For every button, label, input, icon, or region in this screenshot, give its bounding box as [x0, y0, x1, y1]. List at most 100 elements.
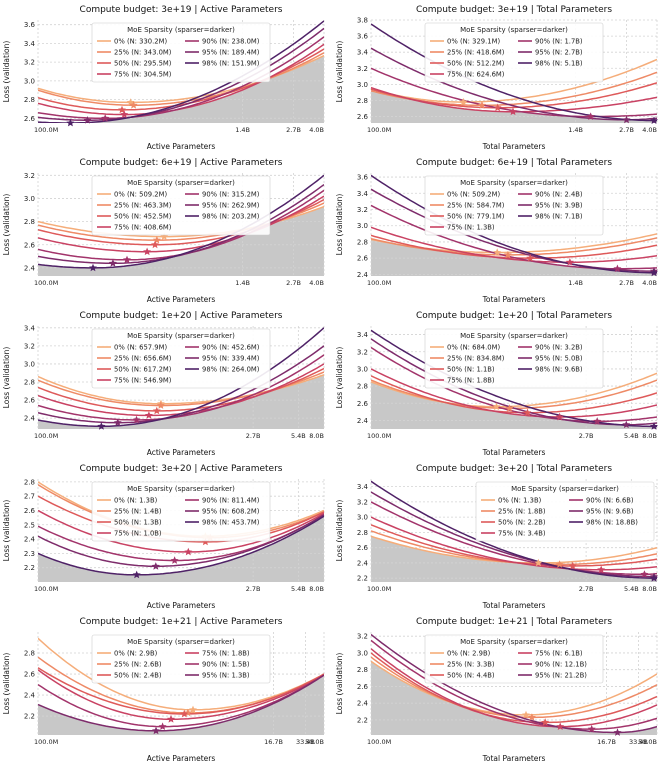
y-axis-label: Loss (validation) [335, 194, 344, 256]
y-tick-label: 2.4 [357, 417, 369, 425]
legend-entry: 95% (N: 262.9M) [202, 202, 260, 210]
chart-svg: 100.0M 2.7B 5.4B 8.0B 2.2 2.4 2.6 2.8 3.0 3.2 3.4 M… [335, 464, 658, 610]
y-tick-label: 2.8 [357, 238, 368, 246]
x-tick-label: 16.7B [597, 738, 616, 746]
x-tick-label: 8.0B [309, 585, 324, 593]
optimum-star-marker [97, 422, 106, 430]
legend-entry: 90% (N: 2.4B) [535, 191, 583, 199]
optimum-star-marker [144, 411, 153, 419]
x-axis-label: Total Parameters [482, 295, 546, 304]
y-tick-label: 2.8 [24, 218, 35, 226]
chart-title: Compute budget: 6e+19 | Total Parameters [416, 158, 612, 168]
y-tick-label: 2.6 [24, 241, 36, 249]
series-line [371, 174, 657, 274]
x-tick-label: 100.0M [367, 432, 391, 440]
chart-title: Compute budget: 1e+21 | Total Parameters [416, 617, 612, 627]
legend-entry: 25% (N: 343.0M) [114, 49, 172, 57]
series-group [371, 480, 657, 579]
legend-entry: 50% (N: 617.2M) [114, 366, 172, 374]
optimum-star-marker [201, 537, 210, 546]
x-tick-label: 100.0M [34, 126, 58, 134]
series-group [371, 329, 657, 428]
y-tick-label: 2.6 [24, 397, 36, 405]
optimum-star-marker [89, 263, 97, 272]
series-line [371, 480, 657, 579]
legend-entry: 95% (N: 21.2B) [535, 672, 587, 680]
legend-entry: 95% (N: 2.7B) [535, 49, 583, 57]
legend-entry: 25% (N: 2.6B) [114, 661, 162, 669]
y-tick-label: 3.6 [357, 174, 369, 182]
legend-entry: 25% (N: 463.3M) [114, 202, 172, 210]
series-line [371, 237, 657, 256]
chart-title: Compute budget: 1e+20 | Total Parameters [416, 311, 612, 321]
x-tick-label: 100.0M [34, 279, 58, 287]
optimum-star-marker [83, 116, 92, 124]
x-axis-label: Active Parameters [147, 448, 216, 457]
chart-panel: 100.0M 2.7B 5.4B 8.0B 2.4 2.6 2.8 3.0 3.2 3.4 MoE … [0, 306, 332, 459]
series-line [371, 368, 657, 418]
legend-entry: 0% (N: 2.9B) [447, 650, 491, 658]
series-line [38, 327, 324, 428]
legend-entry: 75% (N: 1.3B) [447, 224, 495, 232]
legend-entry: 25% (N: 584.7M) [447, 202, 505, 210]
y-axis-label: Loss (validation) [335, 500, 344, 562]
series-line [371, 656, 657, 719]
series-line [371, 501, 657, 576]
optimum-star-marker [586, 112, 595, 120]
optimum-star-marker [152, 726, 160, 735]
y-tick-label: 2.6 [24, 671, 36, 679]
legend-entry: 98% (N: 5.1B) [535, 60, 583, 68]
y-axis-label: Loss (validation) [2, 194, 11, 256]
optimum-star-marker [650, 268, 658, 277]
legend-box [91, 328, 271, 389]
optimum-star-marker [526, 254, 535, 262]
optimum-star-marker [143, 247, 152, 256]
y-axis-label: Loss (validation) [335, 41, 344, 103]
optimum-star-marker [565, 258, 574, 266]
y-tick-label: 3.0 [24, 360, 35, 368]
x-tick-label: 1.4B [568, 279, 583, 287]
legend-entry: 98% (N: 18.8B) [586, 519, 638, 527]
optimum-star-marker [587, 724, 596, 733]
x-axis-label: Total Parameters [482, 448, 546, 457]
optimum-star-marker [527, 713, 536, 721]
y-tick-label: 2.7 [24, 493, 35, 501]
legend-entry: 25% (N: 656.6M) [114, 355, 172, 363]
x-tick-label: 2.7B [246, 432, 261, 440]
y-tick-label: 3.2 [357, 498, 368, 506]
y-tick-label: 3.2 [357, 206, 368, 214]
series-line [38, 514, 324, 568]
optimum-star-marker [568, 561, 577, 570]
min-envelope-fill [38, 55, 324, 123]
chart-svg: 100.0M 1.4B 2.7B 4.0B 2.6 2.8 3.0 3.2 3.4 3.6 3.8 M… [335, 5, 658, 151]
chart-title: Compute budget: 3e+20 | Active Parameter… [80, 464, 283, 474]
optimum-star-marker [132, 415, 141, 424]
legend-entry: 0% (N: 1.3B) [498, 497, 542, 505]
x-tick-label: 100.0M [367, 126, 391, 134]
legend-box [91, 175, 271, 236]
optimum-star-marker [180, 709, 189, 718]
optimum-star-marker [184, 547, 193, 556]
series-line [371, 375, 657, 414]
chart-panel: 100.0M 1.4B 2.7B 4.0B 2.4 2.6 2.8 3.0 3.2 MoE Spa… [0, 153, 332, 306]
legend-entry: 50% (N: 295.5M) [114, 60, 172, 68]
legend-entry: 90% (N: 452.6M) [202, 344, 260, 352]
chart-panel: 100.0M 2.7B 5.4B 8.0B 2.2 2.4 2.6 2.8 3.0 3.2 3.4 M… [333, 459, 665, 612]
legend-title: MoE Sparsity (sparser=darker) [460, 332, 568, 340]
optimum-star-marker [622, 420, 631, 429]
x-tick-label: 4.0B [309, 279, 324, 287]
x-tick-label: 1.4B [568, 126, 583, 134]
y-tick-label: 2.6 [357, 255, 369, 263]
optimum-star-marker [152, 406, 161, 415]
series-group [371, 633, 657, 734]
x-tick-label: 5.4B [624, 585, 639, 593]
x-tick-label: 100.0M [34, 432, 58, 440]
series-line [38, 669, 324, 720]
series-line [371, 226, 657, 263]
legend-title: MoE Sparsity (sparser=darker) [127, 638, 235, 646]
chart-panel: 100.0M 1.4B 2.7B 4.0B 2.6 2.8 3.0 3.2 3.4 3.6 MoE … [0, 0, 332, 153]
legend-entry: 90% (N: 811.4M) [202, 497, 260, 505]
x-tick-label: 4.0B [309, 126, 324, 134]
optimum-star-marker [613, 728, 622, 736]
y-tick-label: 2.6 [24, 115, 36, 123]
